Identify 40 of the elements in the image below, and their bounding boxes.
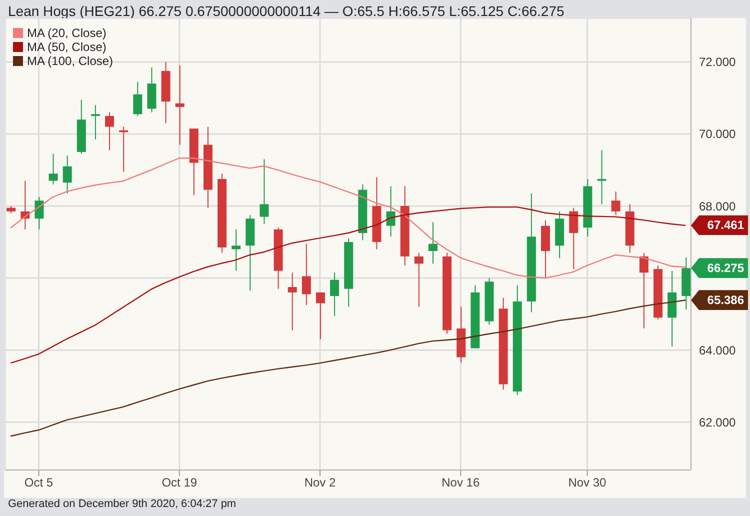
y-tick-label: 64.000 xyxy=(699,343,736,358)
y-tick-label: 62.000 xyxy=(699,415,736,430)
candlestick xyxy=(48,153,58,185)
candlestick xyxy=(597,150,606,205)
candlestick xyxy=(330,272,340,316)
x-tick-label: Oct 19 xyxy=(162,476,198,490)
x-tick-label: Nov 30 xyxy=(568,476,607,490)
candlestick xyxy=(34,196,44,230)
line-series xyxy=(10,206,686,364)
data-label: 65.386 xyxy=(691,290,748,310)
candlestick xyxy=(105,112,114,151)
candlestick xyxy=(414,252,424,308)
candlestick xyxy=(62,155,72,194)
text: 66.275 xyxy=(707,261,744,276)
candlestick xyxy=(428,222,438,264)
candlestick xyxy=(611,191,620,216)
candlestick xyxy=(175,65,184,146)
x-tick-label: Nov 2 xyxy=(304,476,336,490)
candlestick xyxy=(232,228,241,272)
candlestick xyxy=(569,207,578,270)
legend-label: MA (100, Close) xyxy=(27,54,114,68)
y-tick-label: 72.000 xyxy=(699,55,736,70)
line-series xyxy=(10,300,686,437)
y-tick-label: 70.000 xyxy=(699,127,736,142)
candlestick xyxy=(386,186,396,238)
candlestick xyxy=(288,272,297,331)
x-tick-label: Oct 5 xyxy=(24,476,54,490)
candlestick xyxy=(90,104,100,140)
candlestick xyxy=(260,158,269,225)
candlestick xyxy=(133,81,142,116)
candlestick xyxy=(302,243,311,306)
legend-label: MA (50, Close) xyxy=(27,40,106,54)
legend-label: MA (20, Close) xyxy=(27,26,106,40)
candlestick xyxy=(639,252,648,329)
chart-title: Lean Hogs (HEG21) 66.275 0.6750000000000114 — O:65.5 H:66.575 L:65.125 C:66.275 xyxy=(8,3,564,19)
y-tick-label: 68.000 xyxy=(699,199,736,214)
x-tick-label: Nov 16 xyxy=(442,476,480,490)
candlestick xyxy=(316,292,325,340)
data-label: 67.461 xyxy=(691,215,748,236)
text: Generated on December 9th 2020, 6:04:27 pm xyxy=(8,498,236,510)
